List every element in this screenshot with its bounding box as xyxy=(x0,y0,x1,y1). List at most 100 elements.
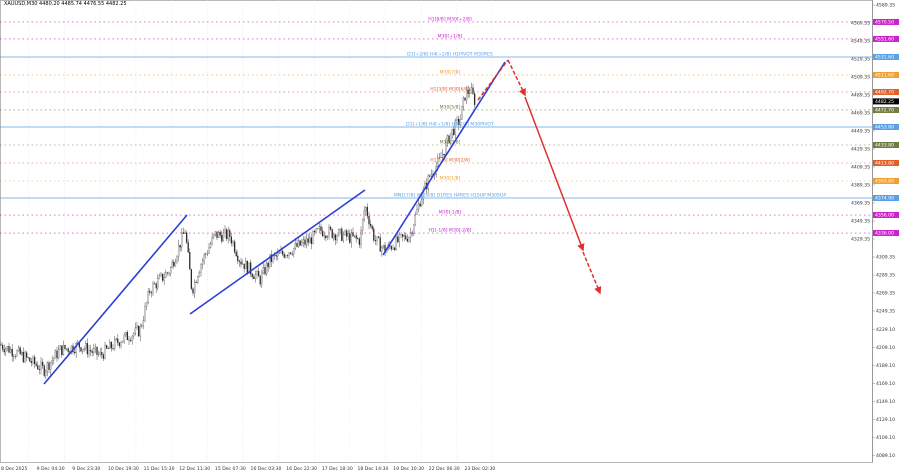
candle-body xyxy=(17,347,20,351)
candle-body xyxy=(102,354,105,359)
candle-body xyxy=(89,349,92,352)
candle-body xyxy=(3,349,5,353)
candle-body xyxy=(422,188,425,200)
y-tick-label: 4589.35 xyxy=(876,3,895,9)
candle-body xyxy=(350,232,353,243)
candle-body xyxy=(393,247,396,250)
candle-body xyxy=(165,272,167,278)
candle-body xyxy=(109,342,111,349)
candle-body xyxy=(48,362,50,370)
y-tick-label: 4449.35 xyxy=(851,129,870,135)
candle-body xyxy=(46,362,49,372)
level-label: H1[-1/8] M30[-2/8] xyxy=(429,228,472,234)
x-tick-label: 11 Dec 15:30 xyxy=(144,466,175,472)
candle-body xyxy=(225,229,228,240)
candle-body xyxy=(176,256,178,263)
candle-body xyxy=(157,278,159,289)
candle-body xyxy=(73,351,76,354)
candle-body xyxy=(245,260,247,269)
candle-body xyxy=(465,90,468,101)
candle-body xyxy=(296,243,298,247)
y-tick-label: 4249.35 xyxy=(876,309,895,315)
candle-body xyxy=(309,237,311,243)
candle-body xyxy=(341,228,343,241)
candle-body xyxy=(104,345,106,359)
candle-body xyxy=(371,225,373,229)
candle-body xyxy=(83,348,85,350)
candle-body xyxy=(414,214,417,226)
candle-body xyxy=(379,237,381,252)
level-label: D1[+2/8] H4[+2/8] H1PIVOT M30RES xyxy=(407,52,493,58)
candle-body xyxy=(406,238,409,242)
current-price-box xyxy=(873,98,899,105)
price-axis-level-box xyxy=(873,123,899,130)
candle-body xyxy=(353,235,356,237)
candle-body xyxy=(201,260,204,265)
candle-body xyxy=(294,243,297,249)
candle-body xyxy=(219,232,221,236)
candle-body xyxy=(221,235,223,242)
candle-body xyxy=(133,333,135,337)
y-tick-label: 4209.10 xyxy=(876,345,895,351)
candle-body xyxy=(333,234,335,238)
candle-body xyxy=(336,235,338,241)
price-axis-level-value: 4531.60 xyxy=(875,55,894,61)
level-label: MN1[7/8] W1[8/8] D1RES H4RES H1SUP M30SU… xyxy=(394,193,506,199)
trendline xyxy=(43,214,188,385)
candle-body xyxy=(421,198,423,207)
candle-body xyxy=(134,327,137,334)
candle-body xyxy=(206,253,209,255)
level-label: D1[+1/8] H4[+1/8] H1[2/8] M30PIVOT xyxy=(406,122,494,128)
y-tick-label: 4489.35 xyxy=(851,93,870,99)
candle-body xyxy=(403,235,405,237)
candle-body xyxy=(280,250,282,254)
candle-body xyxy=(24,352,26,363)
candle-body xyxy=(173,261,175,267)
candle-body xyxy=(473,93,476,106)
candle-body xyxy=(265,262,268,275)
candle-body xyxy=(328,227,330,237)
candle-body xyxy=(381,247,383,252)
candle-body xyxy=(233,241,236,253)
candle-body xyxy=(382,245,385,248)
candle-body xyxy=(88,349,90,355)
candle-body xyxy=(331,229,333,238)
candle-body xyxy=(118,342,121,346)
candle-body xyxy=(121,340,124,343)
candle-body xyxy=(197,276,199,283)
y-tick-label: 4189.10 xyxy=(876,363,895,369)
candle-body xyxy=(59,345,61,350)
candle-body xyxy=(29,357,31,362)
level-label: M30[+1/8] xyxy=(438,34,463,40)
candle-body xyxy=(237,255,239,262)
candle-body xyxy=(222,232,225,242)
level-label: M30[3/8] xyxy=(440,140,461,146)
candle-body xyxy=(408,237,410,242)
candle-body xyxy=(246,260,249,274)
candle-body xyxy=(472,87,474,94)
candle-body xyxy=(401,234,404,237)
y-tick-label: 4229.10 xyxy=(876,327,895,333)
candle-body xyxy=(454,120,457,135)
candle-body xyxy=(30,361,33,364)
candle-body xyxy=(81,349,84,352)
y-tick-label: 4269.35 xyxy=(876,291,895,297)
candle-body xyxy=(249,262,252,275)
x-tick-label: 10 Dec 19:30 xyxy=(108,466,139,472)
candle-body xyxy=(80,347,82,352)
candle-body xyxy=(377,236,380,238)
candle-body xyxy=(457,118,460,126)
candle-body xyxy=(441,153,444,158)
candle-body xyxy=(137,325,140,337)
candle-body xyxy=(182,232,185,234)
candle-body xyxy=(361,219,364,231)
candle-body xyxy=(329,227,332,230)
candle-body xyxy=(53,357,55,361)
candle-body xyxy=(416,208,418,215)
y-tick-label: 4149.10 xyxy=(876,399,895,405)
candle-body xyxy=(75,343,77,354)
candle-body xyxy=(11,348,13,357)
candle-body xyxy=(213,234,215,238)
candle-body xyxy=(358,238,361,245)
